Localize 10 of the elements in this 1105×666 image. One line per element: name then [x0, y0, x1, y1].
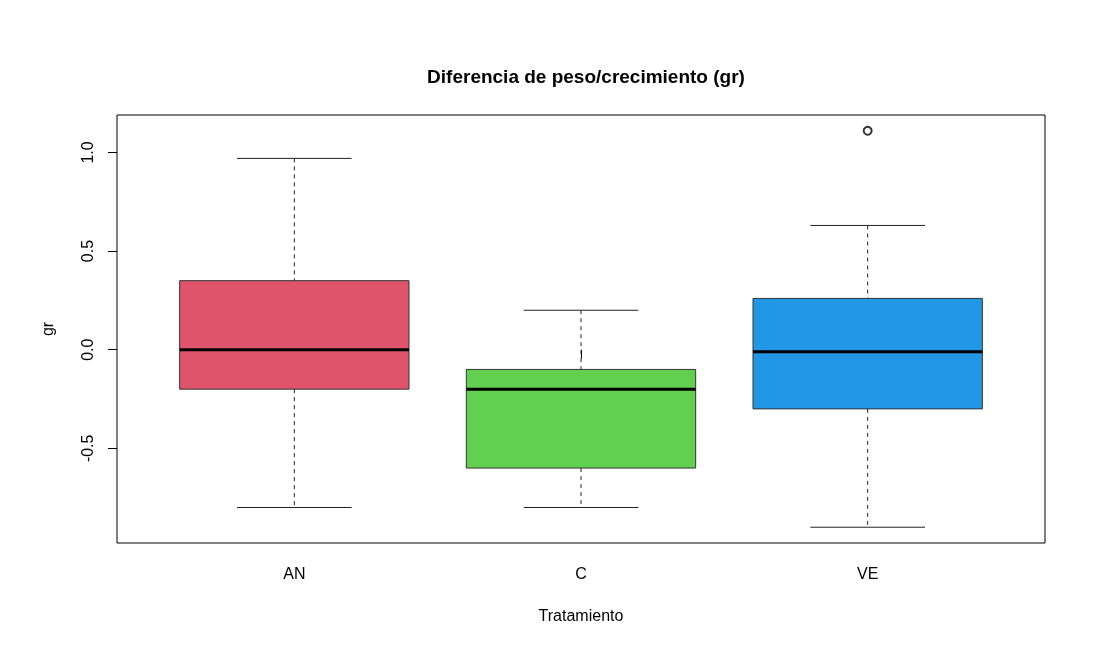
x-axis-title: Tratamiento — [538, 606, 624, 624]
chart-title: Diferencia de peso/crecimiento (gr) — [427, 66, 745, 87]
y-tick-label: 0.0 — [78, 338, 96, 361]
x-tick-label: VE — [856, 564, 879, 582]
x-tick-label: AN — [283, 564, 306, 582]
x-tick-label: C — [575, 564, 587, 582]
y-tick-label: -0.5 — [78, 434, 96, 463]
y-tick-label: 1.0 — [78, 141, 96, 164]
y-axis-title: gr — [38, 321, 56, 337]
y-tick-label: 0.5 — [78, 239, 96, 263]
